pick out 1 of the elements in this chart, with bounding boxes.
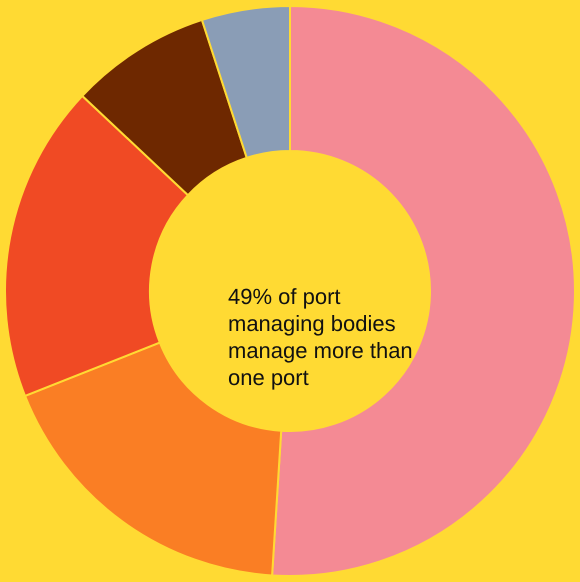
- text: 49% of port managing bodies manage more than one port: [228, 284, 413, 390]
